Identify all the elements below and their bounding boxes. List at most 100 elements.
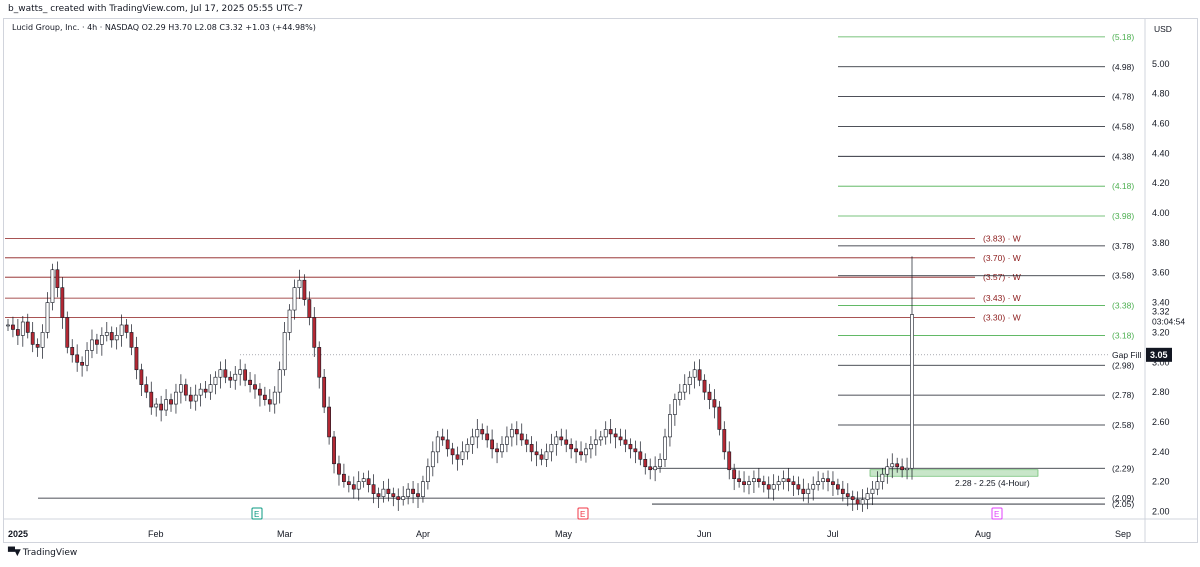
candle-body: [722, 429, 727, 453]
candle-body: [228, 376, 233, 381]
time-tick-label: May: [555, 529, 573, 539]
earnings-marker-label: E: [580, 510, 585, 519]
candle-body: [109, 332, 114, 341]
time-tick-label: 2025: [8, 529, 28, 539]
candle-body: [139, 369, 144, 385]
price-tick-label: 3.20: [1152, 327, 1170, 337]
candle-body: [811, 484, 816, 490]
candle-body: [549, 444, 554, 453]
candle-body: [267, 399, 272, 405]
candle-body: [559, 436, 564, 441]
candle-body: [801, 488, 806, 494]
weekly-level-label: (3.43) · W: [983, 293, 1021, 303]
candle-body: [663, 436, 667, 460]
candle-body: [747, 481, 751, 485]
time-axis[interactable]: 2025 Feb Mar Apr May Jun Jul Aug Sep: [8, 529, 1131, 539]
candle-body: [183, 384, 188, 396]
price-tick-label: 4.80: [1152, 89, 1170, 99]
plot-area[interactable]: [4, 19, 1144, 519]
candle-body: [213, 376, 218, 385]
price-tick-label: 4.60: [1152, 118, 1170, 128]
projection-level-label: (3.98): [1112, 211, 1134, 221]
candle-body: [297, 279, 302, 288]
countdown-label: 03:04:54: [1152, 317, 1185, 327]
candle-body: [262, 394, 267, 400]
candle-body: [243, 369, 248, 381]
candle-body: [539, 454, 544, 460]
candle-body: [65, 317, 70, 348]
candle-body: [30, 332, 35, 345]
candle-body: [692, 369, 697, 378]
candle-body: [475, 429, 480, 438]
candle-body: [6, 324, 10, 327]
candle-body: [450, 448, 455, 456]
candle-body: [55, 269, 60, 288]
candle-body: [850, 496, 855, 500]
candle-body: [425, 466, 430, 482]
candle-body: [40, 332, 45, 348]
candle-body: [233, 373, 238, 381]
candle-body: [406, 488, 411, 497]
tradingview-logo-icon: ▀▼: [8, 548, 21, 558]
projection-level-label: (2.05): [1112, 499, 1134, 509]
candle-body: [544, 451, 549, 460]
candle-body: [761, 481, 766, 485]
gap-fill-value: 3.05: [1150, 350, 1168, 360]
candle-body: [870, 488, 875, 494]
candle-body: [174, 391, 178, 405]
candle-body: [470, 436, 475, 445]
candle-body: [80, 361, 84, 366]
candle-body: [287, 309, 292, 333]
created-by-text: b_watts_ created with TradingView.com, J…: [8, 4, 303, 14]
candle-body: [90, 339, 94, 351]
candle-body: [416, 493, 420, 497]
time-tick-label: Aug: [975, 529, 991, 539]
candle-body: [895, 463, 900, 468]
candle-body: [845, 493, 850, 497]
candle-body: [509, 429, 514, 438]
candle-body: [460, 451, 465, 460]
candle-body: [707, 391, 712, 400]
candle-body: [752, 478, 756, 482]
candle-body: [529, 444, 534, 453]
candle-body: [905, 467, 909, 471]
time-tick-label: Feb: [148, 529, 164, 539]
candle-body: [317, 347, 322, 378]
candle-body: [154, 403, 159, 408]
candle-body: [534, 451, 539, 456]
candle-body: [327, 406, 331, 438]
chart-frame[interactable]: [3, 18, 1198, 543]
candle-body: [816, 481, 821, 485]
price-tick-label: 2.60: [1152, 417, 1170, 427]
candle-body: [875, 481, 880, 490]
candle-body: [20, 321, 25, 336]
candle-body: [613, 433, 618, 438]
candle-body: [781, 478, 786, 482]
earnings-marker-label: E: [254, 510, 259, 519]
candle-body: [776, 481, 781, 485]
candle-body: [178, 384, 183, 393]
candle-body: [737, 478, 742, 482]
candle-body: [238, 369, 243, 375]
earnings-marker: [577, 507, 589, 520]
candle-body: [60, 287, 65, 318]
candle-body: [682, 384, 687, 393]
candle-body: [50, 269, 55, 303]
candle-body: [766, 484, 771, 490]
levels-layer: (3.83) · W (3.70) · W (3.57) · W (3.43) · W…: [5, 32, 1141, 509]
price-tick-label: 4.20: [1152, 178, 1170, 188]
candle-body: [35, 344, 40, 348]
support-zone: [869, 469, 1039, 477]
price-axis[interactable]: USD5.004.804.604.404.204.003.803.603.403…: [1146, 24, 1196, 517]
candle-body: [169, 399, 173, 405]
price-tick-label: 2.40: [1152, 447, 1170, 457]
candle-body: [203, 388, 208, 393]
time-tick-label: Mar: [277, 529, 293, 539]
candle-body: [697, 369, 702, 381]
candle-body: [593, 439, 598, 445]
candle-body: [356, 481, 361, 490]
candle-body: [95, 339, 99, 345]
price-tick-label: 4.00: [1152, 208, 1170, 218]
price-tick-label: 3.60: [1152, 268, 1170, 278]
